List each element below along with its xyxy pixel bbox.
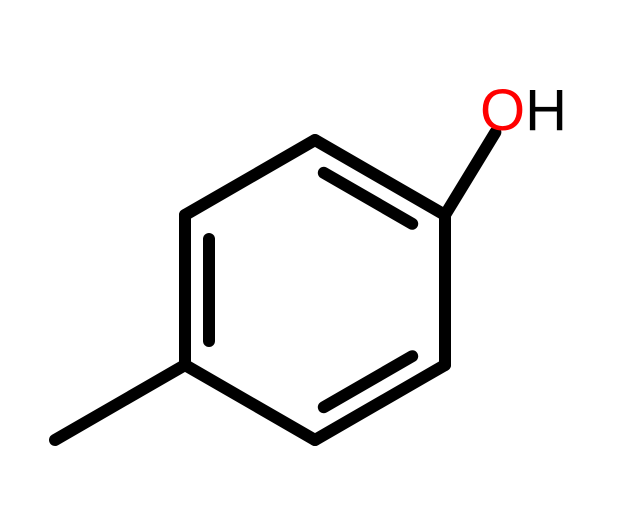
molecule-diagram: OH bbox=[0, 0, 623, 524]
bond bbox=[185, 140, 315, 215]
bond bbox=[55, 365, 185, 440]
bond bbox=[324, 356, 412, 407]
atom-label-O1: OH bbox=[480, 78, 567, 143]
bond bbox=[185, 365, 315, 440]
bond bbox=[445, 132, 495, 215]
bond bbox=[324, 173, 412, 224]
